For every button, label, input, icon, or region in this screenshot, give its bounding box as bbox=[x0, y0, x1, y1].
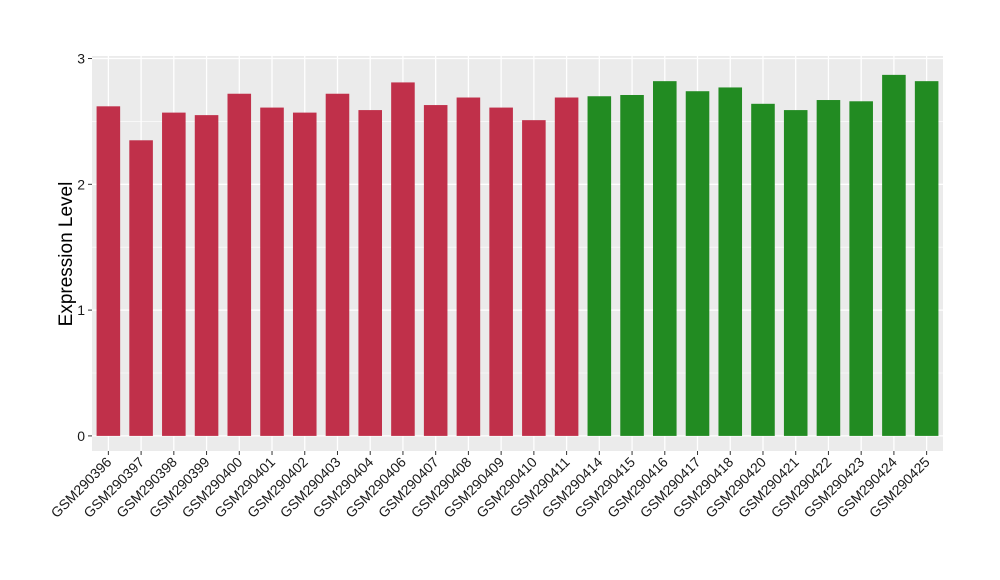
bar-GSM290410 bbox=[522, 120, 546, 436]
bar-GSM290423 bbox=[849, 101, 873, 436]
bar-GSM290414 bbox=[587, 96, 612, 436]
bar-GSM290402 bbox=[292, 112, 317, 436]
bar-GSM290401 bbox=[260, 107, 284, 436]
bar-GSM290408 bbox=[456, 97, 481, 436]
bar-GSM290399 bbox=[194, 115, 219, 436]
bar-GSM290398 bbox=[162, 112, 186, 436]
bar-GSM290397 bbox=[129, 140, 153, 436]
y-tick-label: 1 bbox=[77, 302, 85, 318]
bar-GSM290411 bbox=[554, 97, 579, 436]
bar-GSM290418 bbox=[718, 87, 743, 436]
bar-GSM290425 bbox=[914, 81, 939, 436]
y-tick-label: 2 bbox=[77, 176, 85, 192]
bar-GSM290404 bbox=[358, 110, 382, 436]
y-tick-label: 3 bbox=[77, 51, 85, 67]
bar-GSM290403 bbox=[325, 93, 350, 436]
bar-GSM290407 bbox=[423, 105, 448, 436]
y-axis-title: Expression Level bbox=[56, 182, 77, 327]
bar-GSM290406 bbox=[391, 82, 415, 436]
bar-GSM290400 bbox=[227, 93, 252, 436]
bar-GSM290420 bbox=[751, 103, 775, 436]
bar-layer bbox=[96, 74, 939, 436]
plot-panel bbox=[92, 56, 943, 451]
bar-GSM290421 bbox=[783, 110, 808, 436]
bar-GSM290416 bbox=[653, 81, 677, 436]
bar-GSM290396 bbox=[96, 106, 121, 436]
bar-GSM290417 bbox=[685, 91, 710, 436]
bar-GSM290424 bbox=[882, 74, 906, 436]
bar-GSM290422 bbox=[816, 100, 841, 436]
bar-GSM290409 bbox=[489, 107, 513, 436]
y-tick-label: 0 bbox=[77, 428, 85, 444]
bar-GSM290415 bbox=[620, 94, 644, 436]
